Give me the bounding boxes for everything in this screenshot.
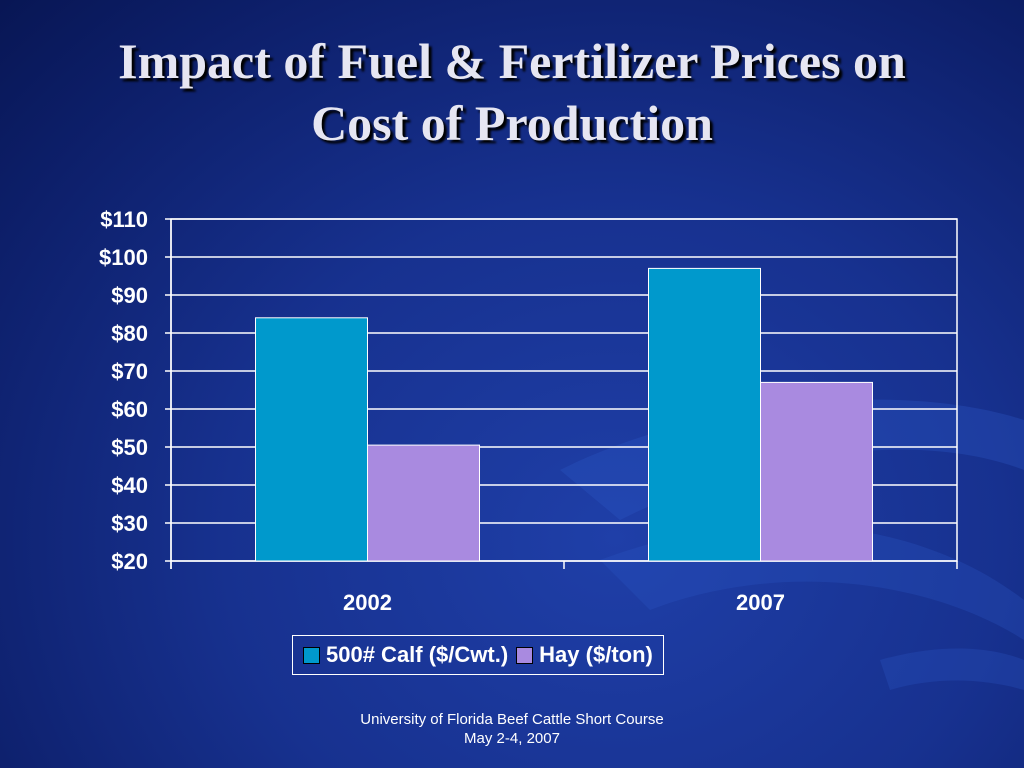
bar-calf-2007 <box>648 267 761 562</box>
y-tick-label: $50 <box>111 435 148 460</box>
title-line-1: Impact of Fuel & Fertilizer Prices on <box>118 33 906 89</box>
y-tick-label: $70 <box>111 359 148 384</box>
bar-hay-2002 <box>367 444 480 562</box>
y-tick-label: $90 <box>111 283 148 308</box>
y-tick-label: $100 <box>99 245 148 270</box>
x-tick-label: 2007 <box>736 590 785 615</box>
chart-legend: 500# Calf ($/Cwt.) Hay ($/ton) <box>292 635 664 675</box>
legend-label-hay: Hay ($/ton) <box>539 642 653 667</box>
legend-item-calf: 500# Calf ($/Cwt.) <box>299 642 508 668</box>
x-tick-label: 2002 <box>343 590 392 615</box>
footer-line-1: University of Florida Beef Cattle Short … <box>360 711 664 728</box>
slide-title: Impact of Fuel & Fertilizer Prices on Co… <box>0 30 1024 154</box>
y-tick-label: $60 <box>111 397 148 422</box>
bar-calf-2002 <box>255 317 368 562</box>
title-line-2: Cost of Production <box>311 95 713 151</box>
y-tick-label: $110 <box>100 207 148 232</box>
bar-hay-2007 <box>760 381 873 562</box>
y-tick-label: $20 <box>111 549 148 574</box>
legend-swatch-hay <box>516 646 534 664</box>
y-tick-label: $30 <box>111 511 148 536</box>
legend-label-calf: 500# Calf ($/Cwt.) <box>326 642 509 667</box>
y-tick-label: $40 <box>111 473 148 498</box>
footer-line-2: May 2-4, 2007 <box>464 730 560 747</box>
slide-footer: University of Florida Beef Cattle Short … <box>0 710 1024 748</box>
y-tick-label: $80 <box>111 321 148 346</box>
legend-item-hay: Hay ($/ton) <box>512 642 653 668</box>
legend-swatch-calf <box>303 646 320 664</box>
